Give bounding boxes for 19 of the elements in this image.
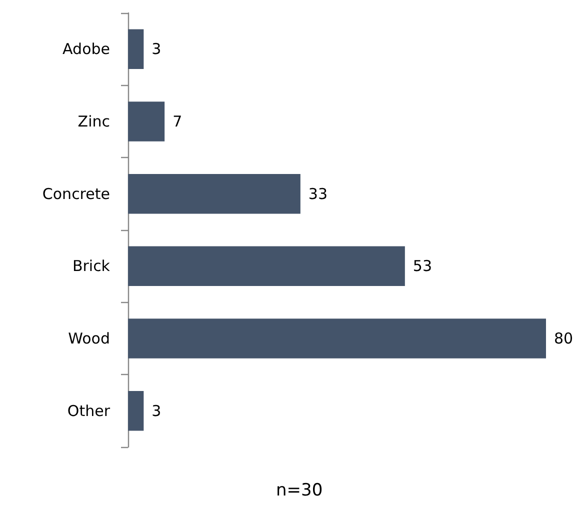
y-tick-label: Wood	[68, 330, 110, 348]
y-tick-label: Concrete	[42, 184, 110, 203]
bar	[128, 29, 144, 70]
bar	[128, 390, 144, 431]
bar	[128, 318, 546, 358]
text: n=30	[276, 480, 323, 500]
data-label: 7	[172, 112, 182, 130]
data-label: 3	[152, 402, 162, 420]
y-tick-label: Zinc	[78, 112, 110, 130]
y-tick-label: Brick	[72, 257, 110, 276]
bar	[128, 102, 165, 142]
data-label: 33	[308, 184, 328, 203]
y-tick-label: Other	[67, 402, 111, 420]
data-label: 80	[554, 330, 574, 348]
y-tick-label: Adobe	[62, 40, 110, 58]
data-label: 3	[152, 40, 162, 58]
bar	[128, 246, 405, 286]
data-label: 53	[412, 257, 432, 276]
bar	[128, 174, 300, 214]
